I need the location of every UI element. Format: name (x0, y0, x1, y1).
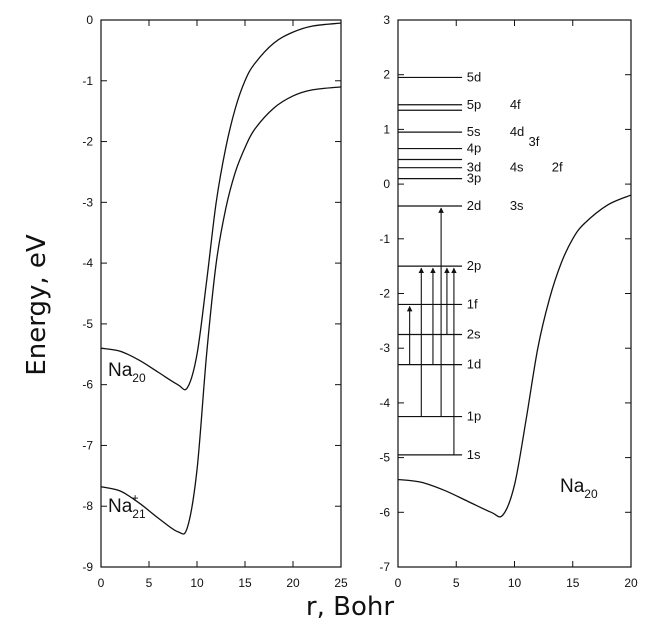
energy-level-label: 2s (467, 327, 481, 342)
energy-level-label: 5s (467, 124, 481, 139)
left-x-tick-label: 20 (286, 576, 300, 590)
right-x-tick-label: 10 (508, 576, 522, 590)
left-x-tick-label: 25 (334, 576, 348, 590)
left-y-tick-label: -9 (82, 560, 93, 574)
left-x-tick-label: 0 (98, 576, 105, 590)
energy-level-label: 5d (467, 69, 481, 84)
energy-level-label: 2d (467, 198, 481, 213)
right-x-tick-label: 5 (453, 576, 460, 590)
left-frame (100, 19, 342, 568)
left-series-line-na20 (100, 22, 342, 391)
right-y-tick-label: 1 (383, 122, 390, 136)
energy-level-label: 5p (467, 97, 481, 112)
energy-level-label: 3d (467, 160, 481, 175)
energy-level-label: 1d (467, 357, 481, 372)
right-x-tick-label: 15 (566, 576, 580, 590)
right-y-tick-label: -6 (379, 505, 390, 519)
right-y-tick-label: -2 (379, 287, 390, 301)
left-na20-series-label: Na20 (108, 360, 146, 385)
left-x-tick-label: 5 (146, 576, 153, 590)
right-y-tick-label: -3 (379, 341, 390, 355)
right-y-tick-label: 2 (383, 68, 390, 82)
right-y-tick-label: -4 (379, 396, 390, 410)
right-y-tick-label: -1 (379, 232, 390, 246)
right-series-line-na20 (397, 194, 632, 518)
right-y-tick-label: 3 (383, 13, 390, 27)
left-y-tick-label: 0 (86, 13, 93, 27)
right-y-tick-label: 0 (383, 177, 390, 191)
left-y-tick-label: -8 (82, 499, 93, 513)
energy-level-label: 3s (510, 198, 524, 213)
left-x-tick-label: 15 (238, 576, 252, 590)
energy-level-label: 4p (467, 141, 481, 156)
y-axis-title: Energy, eV (22, 234, 52, 376)
energy-level-label: 3f (528, 134, 539, 149)
energy-level-label: 1s (467, 447, 481, 462)
left-y-tick-label: -5 (82, 317, 93, 331)
energy-level-label: 2f (552, 160, 563, 175)
left-y-tick-label: -3 (82, 195, 93, 209)
energy-level-label: 2p (467, 258, 481, 273)
energy-level-label: 4s (510, 160, 524, 175)
energy-level-label: 1f (467, 296, 478, 311)
left-na21-plus-series-label: Na21+ (108, 491, 146, 521)
left-y-tick-label: -7 (82, 438, 93, 452)
left-x-tick-label: 10 (190, 576, 204, 590)
right-y-tick-label: -7 (379, 560, 390, 574)
energy-level-label: 1p (467, 409, 481, 424)
energy-level-label: 4f (510, 97, 521, 112)
left-panel: 0 -1 -2 -3 -4 -5 -6 -7 -8 -9 0 5 10 15 20 25 Na20 Na21+ (82, 13, 348, 590)
left-y-tick-label: -1 (82, 74, 93, 88)
x-axis-title: r, Bohr (306, 592, 394, 622)
energy-level-label: 4d (510, 124, 524, 139)
right-x-tick-label: 0 (395, 576, 402, 590)
right-x-tick-label: 20 (624, 576, 638, 590)
right-y-tick-label: -5 (379, 451, 390, 465)
left-y-tick-label: -4 (82, 256, 93, 270)
right-na20-series-label: Na20 (560, 476, 598, 501)
energy-level-label: 3p (467, 171, 481, 186)
left-series-line-na21-plus (100, 86, 342, 535)
left-y-tick-label: -2 (82, 135, 93, 149)
left-y-tick-label: -6 (82, 378, 93, 392)
